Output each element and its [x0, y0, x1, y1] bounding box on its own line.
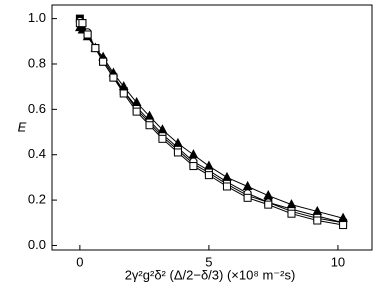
plot-frame	[51, 4, 373, 251]
y-tick-label: 0.4	[28, 146, 46, 161]
point	[173, 148, 182, 157]
y-axis-label: E	[18, 119, 27, 134]
y-tick-label: 0.8	[28, 55, 46, 70]
y-tick-label: 1.0	[28, 10, 46, 25]
point	[189, 162, 198, 171]
y-tick-label: 0.2	[28, 192, 46, 207]
x-tick-label: 10	[331, 254, 345, 269]
point	[339, 221, 348, 230]
point	[173, 137, 183, 147]
point	[99, 57, 108, 66]
point	[313, 216, 322, 225]
point	[312, 205, 323, 215]
point	[204, 160, 214, 170]
point	[222, 171, 232, 181]
point	[91, 44, 100, 53]
series-line	[79, 22, 344, 226]
point	[263, 189, 274, 200]
y-tick-label: 0.0	[28, 237, 46, 252]
point	[131, 96, 142, 107]
point	[83, 30, 92, 39]
series-line	[79, 20, 344, 224]
point	[157, 124, 168, 134]
point	[242, 180, 253, 190]
point	[287, 209, 296, 218]
point	[145, 121, 154, 130]
point	[144, 110, 155, 120]
x-tick-label: 5	[205, 254, 212, 269]
point	[158, 134, 167, 143]
point	[132, 107, 141, 116]
point	[264, 200, 273, 209]
point	[119, 89, 128, 98]
point	[286, 199, 297, 209]
point	[78, 19, 87, 28]
point	[109, 73, 118, 82]
x-tick-label: 0	[76, 254, 83, 269]
point	[222, 182, 231, 191]
point	[188, 149, 199, 159]
point	[204, 171, 213, 180]
point	[243, 193, 252, 202]
x-axis-label: 2γ²g²δ² (Δ/2−δ/3) (×10⁸ m⁻²s)	[125, 267, 296, 282]
y-tick-label: 0.6	[28, 101, 46, 116]
series-line	[79, 27, 344, 219]
series-line	[79, 18, 344, 224]
